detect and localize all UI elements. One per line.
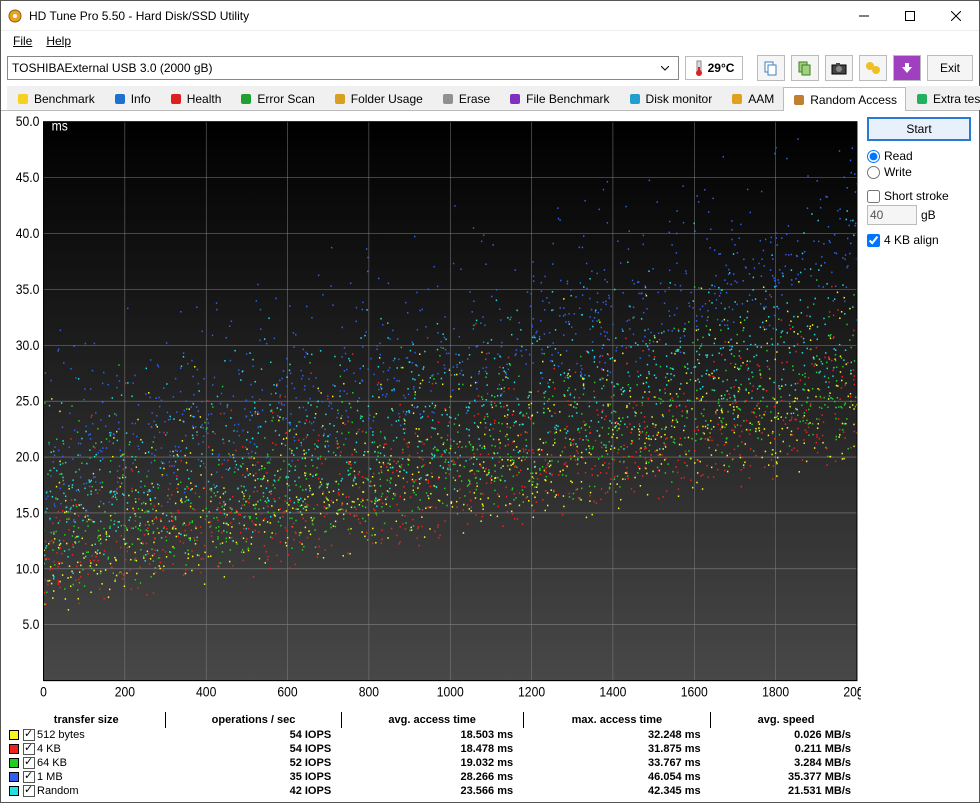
tab-extra-tests[interactable]: Extra tests: [906, 86, 980, 110]
side-panel: Start Read Write Short stroke gB 4 KB al…: [867, 111, 979, 802]
exit-button[interactable]: Exit: [927, 55, 973, 81]
align-checkbox[interactable]: 4 KB align: [867, 233, 971, 247]
tab-info[interactable]: Info: [104, 86, 160, 110]
temperature-value: 29°C: [708, 61, 735, 75]
scatter-chart: 02004006008001000120014001600180020005.0…: [7, 115, 861, 708]
thermometer-icon: [694, 59, 704, 77]
menu-file[interactable]: File: [7, 32, 38, 50]
short-stroke-checkbox[interactable]: Short stroke: [867, 189, 971, 203]
table-row: Random42 IOPS23.566 ms42.345 ms21.531 MB…: [7, 784, 861, 798]
table-row: 1 MB35 IOPS28.266 ms46.054 ms35.377 MB/s: [7, 770, 861, 784]
read-radio[interactable]: Read: [867, 149, 971, 163]
short-stroke-input[interactable]: [867, 205, 917, 225]
svg-text:35.0: 35.0: [16, 281, 40, 297]
tab-icon: [169, 92, 183, 106]
gb-label: gB: [921, 208, 936, 222]
toolbar: TOSHIBAExternal USB 3.0 (2000 gB) 29°C E…: [1, 51, 979, 85]
tab-icon: [915, 92, 929, 106]
svg-text:45.0: 45.0: [16, 170, 40, 186]
maximize-button[interactable]: [887, 1, 933, 31]
write-radio[interactable]: Write: [867, 165, 971, 179]
tab-erase[interactable]: Erase: [432, 86, 499, 110]
table-header: avg. speed: [711, 712, 861, 728]
series-swatch: [9, 730, 19, 740]
series-swatch: [9, 744, 19, 754]
svg-text:400: 400: [196, 684, 216, 700]
tab-icon: [628, 92, 642, 106]
tab-icon: [508, 92, 522, 106]
tab-random-access[interactable]: Random Access: [783, 87, 906, 111]
svg-text:1400: 1400: [599, 684, 626, 700]
svg-text:800: 800: [359, 684, 379, 700]
svg-text:50.0: 50.0: [16, 115, 40, 129]
svg-text:10.0: 10.0: [16, 561, 40, 577]
table-header: transfer size: [7, 712, 166, 728]
tab-benchmark[interactable]: Benchmark: [7, 86, 104, 110]
tab-icon: [730, 92, 744, 106]
series-checkbox[interactable]: [23, 729, 35, 741]
chevron-down-icon: [656, 59, 674, 77]
settings-button[interactable]: [859, 55, 887, 81]
tab-icon: [239, 92, 253, 106]
tab-disk-monitor[interactable]: Disk monitor: [619, 86, 722, 110]
svg-text:600: 600: [277, 684, 297, 700]
start-button[interactable]: Start: [867, 117, 971, 141]
copy-screenshot-button[interactable]: [791, 55, 819, 81]
window-title: HD Tune Pro 5.50 - Hard Disk/SSD Utility: [29, 9, 841, 23]
svg-text:ms: ms: [52, 118, 68, 134]
table-header: avg. access time: [341, 712, 523, 728]
tab-health[interactable]: Health: [160, 86, 231, 110]
drive-select[interactable]: TOSHIBAExternal USB 3.0 (2000 gB): [7, 56, 679, 80]
copy-info-button[interactable]: [757, 55, 785, 81]
svg-text:5.0: 5.0: [23, 617, 40, 633]
tab-icon: [16, 92, 30, 106]
table-row: 512 bytes54 IOPS18.503 ms32.248 ms0.026 …: [7, 728, 861, 742]
series-checkbox[interactable]: [23, 757, 35, 769]
tab-folder-usage[interactable]: Folder Usage: [324, 86, 432, 110]
save-button[interactable]: [893, 55, 921, 81]
temperature-display: 29°C: [685, 56, 743, 80]
svg-text:200: 200: [115, 684, 135, 700]
table-header: operations / sec: [166, 712, 341, 728]
tab-icon: [113, 92, 127, 106]
table-row: 4 KB54 IOPS18.478 ms31.875 ms0.211 MB/s: [7, 742, 861, 756]
svg-text:40.0: 40.0: [16, 225, 40, 241]
svg-text:15.0: 15.0: [16, 505, 40, 521]
tab-error-scan[interactable]: Error Scan: [230, 86, 323, 110]
drive-selected-label: TOSHIBAExternal USB 3.0 (2000 gB): [12, 61, 656, 75]
tab-file-benchmark[interactable]: File Benchmark: [499, 86, 618, 110]
tab-aam[interactable]: AAM: [721, 86, 783, 110]
series-swatch: [9, 758, 19, 768]
svg-text:30.0: 30.0: [16, 337, 40, 353]
tab-icon: [333, 92, 347, 106]
svg-text:1200: 1200: [518, 684, 545, 700]
tab-icon: [792, 93, 806, 107]
screenshot-button[interactable]: [825, 55, 853, 81]
series-checkbox[interactable]: [23, 771, 35, 783]
table-header: max. access time: [523, 712, 711, 728]
minimize-button[interactable]: [841, 1, 887, 31]
svg-text:1000: 1000: [437, 684, 464, 700]
svg-text:1800: 1800: [762, 684, 789, 700]
table-row: 64 KB52 IOPS19.032 ms33.767 ms3.284 MB/s: [7, 756, 861, 770]
series-checkbox[interactable]: [23, 785, 35, 797]
series-swatch: [9, 786, 19, 796]
tab-icon: [441, 92, 455, 106]
app-icon: [7, 8, 23, 24]
results-table: transfer sizeoperations / secavg. access…: [7, 712, 861, 798]
svg-text:0: 0: [40, 684, 47, 700]
tabbar: BenchmarkInfoHealthError ScanFolder Usag…: [1, 85, 979, 111]
close-button[interactable]: [933, 1, 979, 31]
menubar: File Help: [1, 31, 979, 51]
titlebar: HD Tune Pro 5.50 - Hard Disk/SSD Utility: [1, 1, 979, 31]
series-swatch: [9, 772, 19, 782]
series-checkbox[interactable]: [23, 743, 35, 755]
svg-text:1600: 1600: [681, 684, 708, 700]
svg-text:20.0: 20.0: [16, 449, 40, 465]
svg-text:25.0: 25.0: [16, 393, 40, 409]
menu-help[interactable]: Help: [40, 32, 77, 50]
svg-text:gB: gB: [857, 684, 861, 700]
